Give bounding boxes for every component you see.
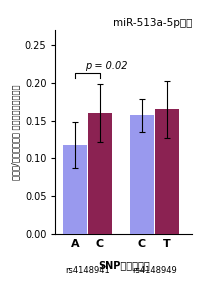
Bar xyxy=(155,109,179,234)
Bar xyxy=(63,145,87,234)
Text: rs4148949: rs4148949 xyxy=(132,266,177,275)
Text: rs4148941: rs4148941 xyxy=(65,266,110,275)
Text: miR-513a-5p添加: miR-513a-5p添加 xyxy=(113,18,192,28)
Y-axis label: ホタル/ウミシイタケ ルシフェラーゼ活性: ホタル/ウミシイタケ ルシフェラーゼ活性 xyxy=(12,84,21,180)
Bar xyxy=(130,116,154,234)
Bar xyxy=(88,113,112,234)
Text: SNPの遺伝子型: SNPの遺伝子型 xyxy=(98,260,150,271)
Text: p = 0.02: p = 0.02 xyxy=(85,61,127,71)
